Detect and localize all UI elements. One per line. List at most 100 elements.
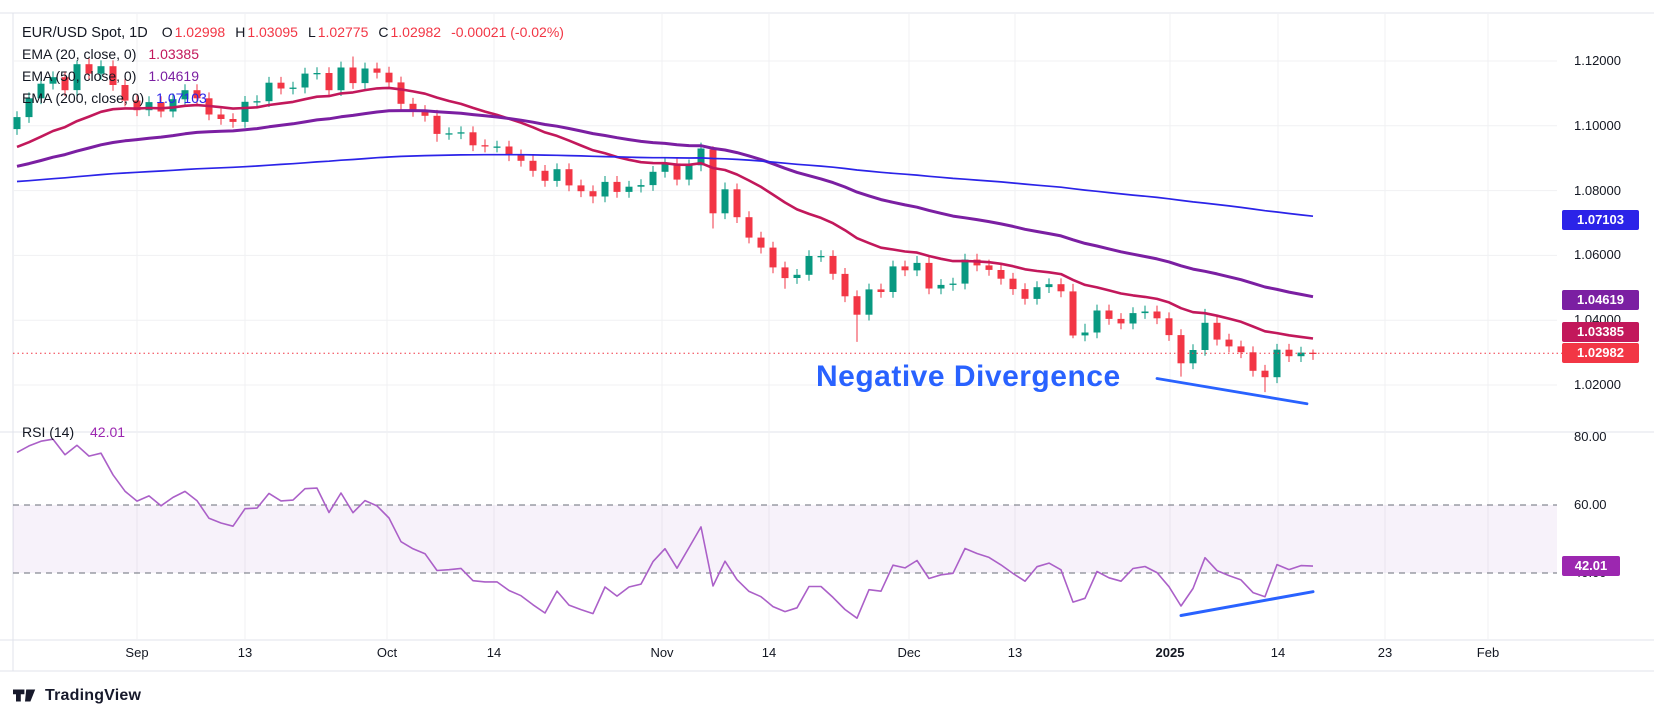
candle-body	[1033, 287, 1041, 299]
candle-body	[709, 149, 717, 214]
candle-body	[169, 99, 177, 112]
rsi-legend-row[interactable]: RSI (14) 42.01	[22, 424, 125, 441]
candle-body	[1201, 322, 1209, 350]
candle-body	[901, 266, 909, 271]
candle-body	[121, 85, 129, 101]
change-value: -0.00021 (-0.02%)	[451, 24, 564, 40]
candle-body	[37, 83, 45, 99]
close-value: 1.02982	[390, 24, 442, 40]
time-axis-label: 14	[761, 645, 777, 660]
candle-body	[745, 217, 753, 238]
high-value: 1.03095	[247, 24, 298, 40]
candle-body	[421, 110, 429, 116]
symbol-ohlc-row: EUR/USD Spot, 1D O 1.02998 H 1.03095 L 1.02775…	[22, 24, 564, 42]
candle-body	[217, 114, 225, 119]
rsi-legend-value: 42.01	[90, 424, 126, 440]
candle-body	[253, 101, 261, 103]
candle-body	[1297, 352, 1305, 357]
candle-body	[757, 237, 765, 248]
candle-body	[1261, 370, 1269, 378]
candle-body	[1141, 311, 1149, 314]
rsi-divergence-trendline[interactable]	[1179, 590, 1315, 617]
close-label: C	[378, 24, 389, 40]
candle-body	[925, 262, 933, 289]
candle-body	[517, 155, 525, 161]
indicator-label: EMA (50, close, 0)	[22, 68, 137, 84]
candle-body	[133, 100, 141, 111]
price-divergence-trendline[interactable]	[1155, 377, 1309, 406]
candle-body	[529, 160, 537, 171]
ema20-price-label: 1.03385	[1562, 322, 1639, 343]
candle-body	[289, 87, 297, 89]
candle-body	[1009, 278, 1017, 290]
candle-body	[1153, 311, 1161, 319]
candle-body	[397, 82, 405, 104]
candle-body	[13, 117, 21, 130]
candle-body	[1225, 339, 1233, 347]
time-axis-label: Oct	[376, 645, 398, 660]
candle-body	[865, 289, 873, 315]
open-label: O	[161, 24, 173, 40]
candle-body	[385, 72, 393, 83]
time-axis-label: Dec	[897, 645, 921, 660]
chart-canvas[interactable]	[0, 0, 1654, 672]
candle-body	[265, 82, 273, 102]
candle-body	[25, 98, 33, 118]
candle-body	[853, 296, 861, 315]
candle-body	[277, 82, 285, 89]
candle-body	[697, 148, 705, 166]
candle-body	[1045, 284, 1053, 288]
candle-body	[373, 68, 381, 73]
candle-body	[949, 283, 957, 285]
candle-body	[1177, 335, 1185, 364]
candle-body	[589, 191, 597, 197]
time-axis-label: Nov	[650, 645, 674, 660]
tradingview-logo[interactable]: TradingView	[13, 686, 141, 705]
ema200-line	[16, 153, 1314, 218]
candle-body	[805, 256, 813, 275]
candle-body	[61, 77, 69, 91]
candle-body	[1273, 349, 1281, 378]
candle-body	[1057, 284, 1065, 292]
price-tick: 1.06000	[1574, 247, 1621, 263]
candle-body	[1105, 310, 1113, 319]
indicator-value: 1.03385	[148, 46, 199, 62]
indicator-legend-row-20[interactable]: EMA (20, close, 0) 1.03385	[22, 46, 199, 63]
indicator-value: 1.04619	[148, 68, 199, 84]
indicator-legend-row-50[interactable]: EMA (50, close, 0) 1.04619	[22, 68, 199, 85]
candle-body	[661, 163, 669, 172]
ema20-line	[16, 86, 1314, 340]
candle-body	[733, 189, 741, 218]
candle-body	[505, 146, 513, 156]
candle-body	[1129, 313, 1137, 324]
indicator-legend-row-200[interactable]: EMA (200, close, 0) 1.07103	[22, 90, 207, 107]
candle-body	[1213, 322, 1221, 340]
indicator-label: EMA (20, close, 0)	[22, 46, 137, 62]
last-price-label: 1.02982	[1562, 343, 1639, 364]
open-value: 1.02998	[174, 24, 226, 40]
ema50-price-label: 1.04619	[1562, 290, 1639, 311]
candle-body	[73, 64, 81, 91]
time-axis-label: 2025	[1155, 645, 1185, 660]
candle-body	[445, 133, 453, 135]
time-axis-label: 14	[486, 645, 502, 660]
candle-body	[685, 165, 693, 180]
rsi-band	[13, 505, 1557, 573]
candle-body	[721, 189, 729, 214]
candle-body	[193, 90, 201, 99]
candle-body	[829, 256, 837, 274]
rsi-value-label: 42.01	[1562, 556, 1620, 577]
candle-body	[889, 266, 897, 292]
candle-body	[1069, 291, 1077, 336]
candle-body	[1093, 310, 1101, 333]
symbol-title[interactable]: EUR/USD Spot, 1D	[22, 25, 148, 41]
time-axis-label: 13	[237, 645, 253, 660]
indicator-label: EMA (200, close, 0)	[22, 90, 145, 106]
candle-body	[673, 163, 681, 180]
rsi-line	[16, 438, 1314, 619]
candle-body	[229, 119, 237, 122]
candle-body	[313, 73, 321, 75]
candle-body	[613, 181, 621, 192]
low-label: L	[307, 24, 316, 40]
